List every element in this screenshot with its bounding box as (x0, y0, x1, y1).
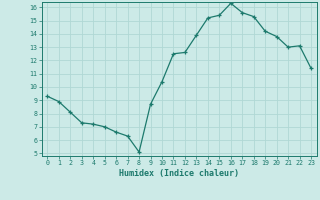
X-axis label: Humidex (Indice chaleur): Humidex (Indice chaleur) (119, 169, 239, 178)
